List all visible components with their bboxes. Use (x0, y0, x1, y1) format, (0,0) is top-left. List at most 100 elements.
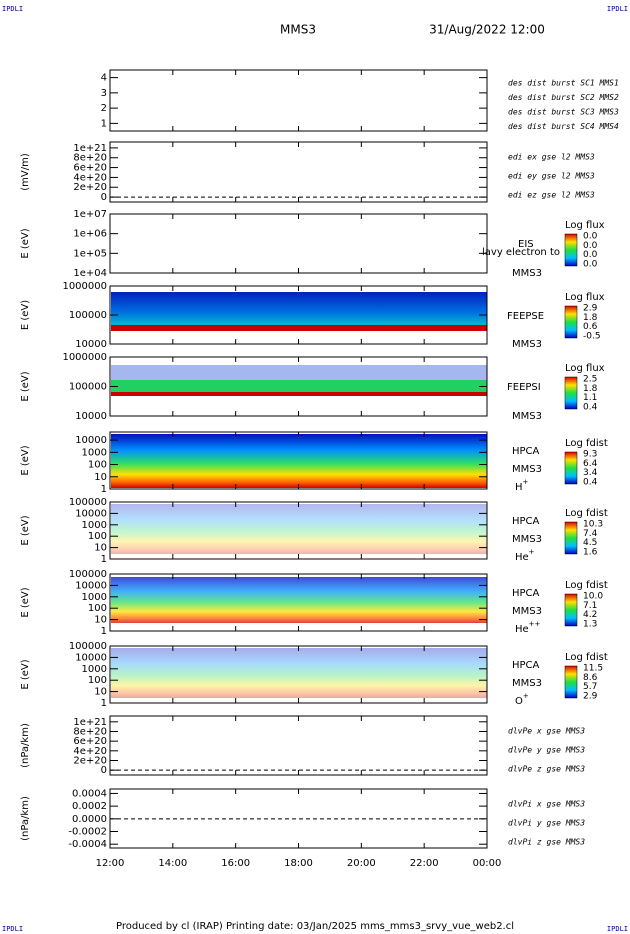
spacecraft-label: MMS3 (512, 268, 542, 279)
colorbar-tick-label: 10.3 (583, 520, 603, 530)
colorbar-tick-label: 0.0 (583, 232, 598, 242)
colorbar-title: Log fdist (565, 508, 608, 519)
y-tick-label: 2 (101, 103, 107, 114)
x-tick-label: 16:00 (221, 858, 250, 869)
colorbar-title: Log flux (565, 292, 605, 303)
species-charge: + (523, 692, 529, 700)
panel-frame (109, 141, 488, 203)
spectrogram-image (111, 292, 487, 698)
footer-text: Produced by cl (IRAP) Printing date: 03/… (116, 921, 514, 932)
legend-entry: edi ex gse l2 MMS3 (508, 153, 595, 162)
y-tick-label: 100 (88, 531, 107, 542)
colorbar-tick-label: 2.5 (583, 375, 597, 385)
colorbar-title: Log fdist (565, 652, 608, 663)
x-tick-label: 12:00 (96, 858, 125, 869)
y-tick-label: 10000 (75, 508, 107, 519)
legend-entry: des dist burst SC4 MMS4 (508, 122, 619, 131)
y-tick-label: 10 (94, 472, 107, 483)
legend-entry: dlvPe x gse MMS3 (508, 727, 585, 736)
colorbar-title: Log fdist (565, 438, 608, 449)
colorbar-tick-label: 7.4 (583, 529, 598, 539)
y-tick-label: 100 (88, 675, 107, 686)
legend-entry: dlvPe y gse MMS3 (508, 746, 585, 755)
colorbar-tick-label: 9.3 (583, 450, 597, 460)
species-label: He++ (515, 620, 541, 635)
y-tick-label: -0.0002 (68, 827, 107, 838)
logo: IPDLI (2, 5, 23, 13)
y-tick-label: 10 (94, 687, 107, 698)
y-tick-label: 1 (101, 626, 107, 637)
colorbar (564, 305, 578, 339)
y-tick-label: 1 (101, 484, 107, 495)
panel-frame (109, 69, 488, 132)
colorbar-tick-label: 1.1 (583, 393, 597, 403)
annotation: lavy electron to (482, 247, 560, 258)
spacecraft-label: MMS3 (512, 678, 542, 689)
y-tick-label: -0.0004 (68, 839, 107, 850)
x-tick-label: 00:00 (473, 858, 502, 869)
y-tick-label: 3 (101, 88, 107, 99)
y-axis-label: (nPa/km) (20, 723, 31, 768)
y-tick-label: 6e+20 (73, 163, 107, 174)
x-tick-label: 14:00 (158, 858, 187, 869)
colorbar-tick-label: 0.4 (583, 403, 598, 413)
spacecraft-label: MMS3 (512, 411, 542, 422)
colorbar-tick-label: 0.0 (583, 260, 598, 270)
y-axis-label: E (eV) (20, 228, 31, 258)
y-tick-label: 1e+21 (73, 717, 107, 728)
colorbar (564, 665, 578, 699)
species-charge: ++ (529, 620, 541, 628)
y-axis-label: E (eV) (20, 445, 31, 475)
colorbar-tick-label: 11.5 (583, 664, 603, 674)
y-tick-label: 100000 (69, 382, 107, 393)
instrument-label: EIS (518, 239, 534, 250)
plot-date: 31/Aug/2022 12:00 (429, 23, 545, 37)
colorbar-title: Log flux (565, 220, 605, 231)
spacecraft-label: MMS3 (512, 464, 542, 475)
x-tick-label: 20:00 (347, 858, 376, 869)
colorbar-tick-label: 2.9 (583, 304, 598, 314)
logo: IPDLI (607, 5, 628, 13)
y-axis-label: E (eV) (20, 587, 31, 617)
colorbar (564, 233, 578, 267)
y-tick-label: 0 (101, 192, 107, 203)
y-tick-label: 1 (101, 118, 107, 129)
colorbar (564, 593, 578, 627)
colorbar-tick-label: 4.5 (583, 538, 597, 548)
y-tick-label: 6e+20 (73, 736, 107, 747)
colorbar-tick-label: 1.8 (583, 313, 598, 323)
y-tick-label: 100000 (69, 497, 107, 508)
y-tick-label: 100000 (69, 641, 107, 652)
y-tick-label: 0.0002 (72, 801, 107, 812)
spacecraft-label: MMS3 (512, 339, 542, 350)
y-axis-label: E (eV) (20, 371, 31, 401)
instrument-label: HPCA (512, 446, 540, 457)
y-tick-label: 1000000 (62, 281, 107, 292)
legend-entry: des dist burst SC3 MMS3 (508, 108, 619, 117)
logo: IPDLI (607, 925, 628, 933)
colorbar-title: Log flux (565, 363, 605, 374)
x-tick-label: 22:00 (410, 858, 439, 869)
y-axis-label: (nPa/km) (20, 796, 31, 841)
y-tick-label: 0.0004 (72, 788, 107, 799)
legend-entry: des dist burst SC2 MMS2 (508, 93, 619, 102)
y-tick-label: 1 (101, 698, 107, 709)
y-tick-label: 10000 (75, 411, 107, 422)
species-label: He+ (515, 548, 535, 563)
y-tick-label: 1e+05 (73, 248, 107, 259)
colorbar-tick-label: 0.0 (583, 250, 598, 260)
y-tick-label: 1000000 (62, 352, 107, 363)
y-axis-label: E (eV) (20, 659, 31, 689)
colorbar-tick-label: 6.4 (583, 459, 598, 469)
y-tick-label: 1000 (82, 520, 107, 531)
colorbar-tick-label: 5.7 (583, 682, 597, 692)
y-tick-label: 8e+20 (73, 153, 107, 164)
y-tick-label: 1e+06 (73, 229, 107, 240)
instrument-label: FEEPSI (507, 382, 541, 393)
colorbar-tick-label: 10.0 (583, 592, 603, 602)
y-axis-label: E (eV) (20, 300, 31, 330)
y-tick-label: 1000 (82, 592, 107, 603)
colorbar-tick-label: 8.6 (583, 673, 598, 683)
y-tick-label: 100 (88, 603, 107, 614)
